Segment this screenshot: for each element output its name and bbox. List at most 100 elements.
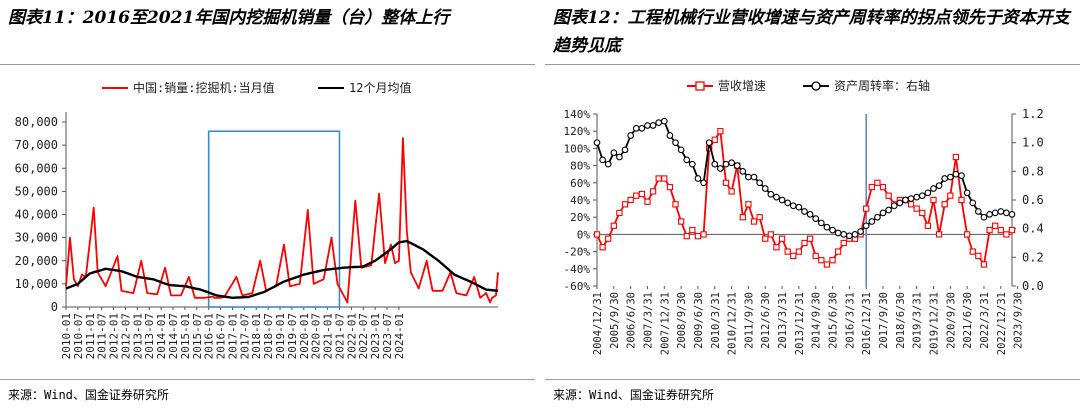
asset-turnover-point [991,209,999,217]
revenue-growth-point [717,128,724,135]
asset-turnover-point [638,124,646,132]
asset-turnover-point [890,202,898,210]
revenue-growth-point [829,257,836,264]
asset-turnover-point [644,122,651,129]
x-tick-label: 2013/12/31 [794,292,806,355]
x-tick-label: 2020-01 [298,313,311,359]
right-figure: 图表12：工程机械行业营收增速与资产周转率的拐点领先于资本开支趋势见底 -60%… [545,0,1080,409]
revenue-growth-point [605,235,612,242]
asset-turnover-point [997,208,1005,215]
right-y-tick-label: 1.0 [1022,136,1044,150]
asset-turnover-point [975,208,982,215]
legend-turnover-label: 资产周转率：右轴 [834,78,930,93]
revenue-growth-point [806,235,814,242]
x-tick-label: 2012/6/30 [760,292,772,349]
figure-title: 图表11：2016至2021年国内挖掘机销量（台）整体上行 [8,8,450,28]
asset-turnover-point [795,203,803,211]
asset-turnover-point [930,185,937,192]
asset-turnover-point [935,182,943,190]
asset-turnover-point [789,202,797,210]
x-tick-label: 2010-01 [60,313,73,359]
x-tick-label: 2016-01 [203,313,216,359]
y-tick-label: 40,000 [15,208,58,222]
revenue-growth-point [739,214,746,221]
revenue-growth-point [627,196,634,204]
y-tick-label: 0 [51,300,58,314]
asset-turnover-point [761,185,769,192]
revenue-growth-point [661,175,668,182]
revenue-growth-point [790,252,797,260]
legend-monthly-label: 中国:销量:挖掘机:当月值 [133,80,275,95]
revenue-growth-point [823,261,831,268]
asset-turnover-point [907,195,915,202]
revenue-growth-point [947,192,954,199]
asset-turnover-point [632,124,640,132]
x-tick-label: 2021-01 [322,313,335,359]
y-tick-label: 60,000 [15,161,58,175]
asset-turnover-point [722,160,730,168]
asset-turnover-point [986,210,993,218]
left-y-tick-label: -40% [564,263,591,276]
moving-average-line [65,239,499,300]
revenue-growth-point [621,201,629,208]
x-tick-label: 2018-07 [262,313,275,359]
asset-turnover-point [733,162,741,169]
right-y-tick-label: 0.0 [1022,279,1044,293]
revenue-growth-point [638,190,646,198]
x-tick-label: 2008/9/30 [676,292,688,349]
revenue-growth-point [773,244,780,251]
x-tick-label: 2016-07 [215,313,228,359]
right-y-tick-label: 0.4 [1022,222,1044,236]
x-tick-label: 2022/3/31 [979,292,991,349]
x-tick-label: 2012-07 [119,313,132,359]
legend-revenue-label: 营收增速 [718,79,766,93]
right-y-tick-label: 0.8 [1022,164,1044,178]
source-divider [0,379,535,380]
x-tick-label: 2006/6/30 [626,292,638,349]
x-tick-label: 2004/12/31 [592,292,604,355]
x-tick-label: 2022-01 [345,313,358,359]
revenue-growth-point [935,231,943,238]
revenue-growth-point [941,201,948,208]
revenue-growth-point [644,198,651,205]
revenue-growth-point [818,257,825,264]
asset-turnover-point [817,219,825,227]
x-tick-label: 2005/9/30 [609,292,621,349]
figure-title: 图表12：工程机械行业营收增速与资产周转率的拐点领先于资本开支趋势见底 [553,8,1070,56]
x-tick-label: 2015/6/30 [828,292,840,349]
revenue-growth-point [784,248,791,255]
x-tick-label: 2016/3/31 [844,292,856,349]
revenue-growth-point [666,183,674,191]
revenue-growth-point [616,209,623,217]
revenue-growth-point [655,175,662,182]
revenue-growth-point [593,231,601,238]
asset-turnover-point [851,231,859,238]
revenue-growth-point [930,196,937,204]
left-figure: 图表11：2016至2021年国内挖掘机销量（台）整体上行 0 10,000 20,… [0,8,535,402]
asset-turnover-point [688,160,696,168]
revenue-growth-point [728,188,735,195]
asset-turnover-point [672,139,679,147]
x-tick-label: 2015-01 [179,313,192,359]
asset-turnover-point [745,173,752,181]
y-tick-label: 30,000 [15,231,58,245]
highlight-box [207,130,341,308]
asset-turnover-point [834,229,842,237]
asset-turnover-point [829,226,836,234]
asset-turnover-point [610,149,618,157]
x-tick-label: 2013-07 [143,313,156,359]
x-tick-label: 2018/6/30 [895,292,907,349]
revenue-growth-point [969,248,976,255]
asset-turnover-point [705,139,713,147]
asset-turnover-point [627,132,634,139]
left-y-tick-label: 40% [570,194,590,207]
left-y-tick-label: 80% [570,160,590,173]
x-tick-label: 2019/3/31 [912,292,924,349]
x-tick-label: 2014-01 [155,313,168,359]
revenue-growth-point [874,179,881,186]
asset-turnover-point [677,146,685,154]
revenue-growth-point [997,226,1004,234]
right-y-tick-label: 0.2 [1022,250,1044,264]
revenue-growth-point [778,235,786,242]
revenue-growth-point [907,201,915,208]
